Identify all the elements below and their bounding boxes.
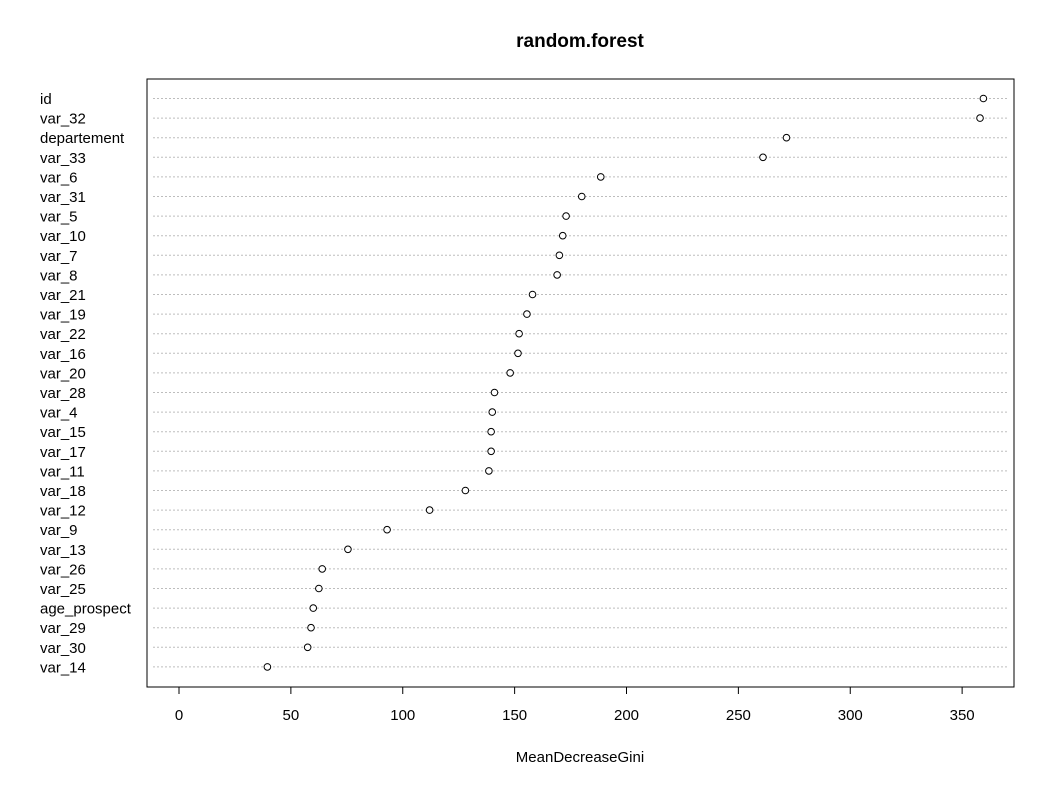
category-label: var_29 (40, 620, 86, 637)
gridlines (153, 98, 1008, 668)
x-tick-label: 50 (283, 707, 300, 724)
category-label: var_20 (40, 365, 86, 382)
x-tick-label: 150 (502, 707, 527, 724)
category-label: var_7 (40, 248, 78, 265)
category-label: var_17 (40, 444, 86, 461)
x-tick-label: 0 (175, 707, 183, 724)
x-tick-label: 200 (614, 707, 639, 724)
category-label: var_33 (40, 150, 86, 167)
data-point (425, 506, 434, 514)
x-axis-label: MeanDecreaseGini (516, 749, 644, 766)
category-label: var_32 (40, 111, 86, 128)
x-tick-label: 100 (390, 707, 415, 724)
category-label: var_16 (40, 346, 86, 363)
category-label: var_11 (40, 463, 85, 480)
data-point (461, 486, 470, 495)
category-label: var_14 (40, 659, 86, 676)
data-point (555, 251, 564, 260)
x-axis: 0 50 100 150 200 250 300 350 (175, 687, 975, 724)
category-label: var_26 (40, 561, 86, 578)
data-point (515, 329, 523, 338)
category-label: var_6 (40, 169, 78, 186)
category-label: var_22 (40, 326, 86, 343)
category-label: var_25 (40, 581, 86, 598)
data-point (523, 310, 531, 318)
category-label: var_15 (40, 424, 86, 441)
data-point (318, 565, 327, 573)
data-point (759, 153, 767, 162)
data-point (514, 349, 522, 358)
data-point (553, 271, 561, 279)
data-point (303, 643, 312, 652)
x-tick-label: 350 (950, 707, 975, 724)
x-tick-label: 250 (726, 707, 751, 724)
category-label: var_21 (40, 287, 86, 304)
category-label: var_5 (40, 209, 78, 226)
data-point (596, 173, 605, 181)
data-point (490, 388, 499, 397)
data-point (487, 427, 495, 436)
category-label: var_9 (40, 522, 78, 539)
chart-title: random.forest (516, 31, 644, 52)
data-point (782, 133, 791, 142)
data-point (344, 545, 352, 554)
data-point (558, 231, 567, 240)
category-label: var_18 (40, 483, 86, 500)
category-label: var_12 (40, 503, 86, 520)
category-label: var_31 (40, 189, 86, 206)
data-point (383, 525, 391, 534)
category-label: id (40, 91, 52, 108)
data-point (488, 408, 497, 416)
data-point (979, 94, 988, 103)
data-point (315, 584, 323, 593)
category-label: var_10 (40, 228, 86, 245)
x-tick-label: 300 (838, 707, 863, 724)
data-point (528, 290, 537, 299)
data-point (309, 604, 318, 612)
category-labels: id var_32 departement var_33 var_6 var_31 var_… (40, 91, 132, 676)
plot-frame (146, 78, 1015, 688)
data-point (562, 212, 570, 220)
category-label: var_28 (40, 385, 86, 402)
category-label: var_13 (40, 542, 86, 559)
data-point (506, 369, 514, 377)
data-point (487, 447, 495, 456)
category-label: var_4 (40, 405, 78, 422)
category-label: var_19 (40, 307, 86, 324)
category-label: var_30 (40, 640, 86, 657)
data-point (485, 467, 493, 475)
category-label: age_prospect (40, 601, 132, 618)
category-label: var_8 (40, 267, 78, 284)
data-point (577, 192, 586, 201)
category-label: departement (40, 130, 125, 147)
data-points (263, 94, 988, 671)
data-point (263, 663, 272, 671)
data-point (307, 623, 315, 632)
data-point (976, 114, 984, 122)
